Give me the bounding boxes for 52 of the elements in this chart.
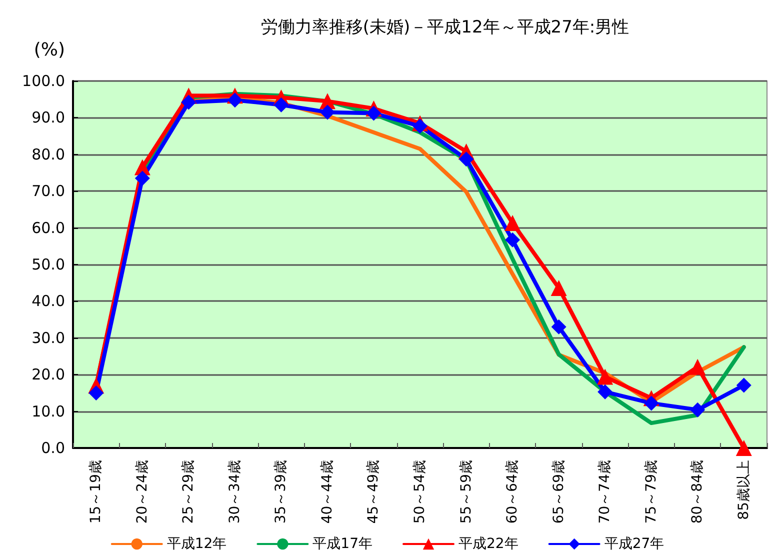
point [505,232,520,248]
x-tick-label: 55～59歳 [458,460,474,524]
x-tick-label: 35～39歳 [273,460,290,524]
point [598,384,613,400]
point [320,104,335,120]
point [644,396,659,411]
point [736,378,752,393]
point [227,92,242,108]
x-tick-label: 30～34歳 [226,460,243,524]
chart-title: 労働力率推移(未婚)－平成12年～平成27年:男性 [260,18,630,38]
x-tick-label: 80～84歳 [690,460,706,524]
x-tick-label: 75～79歳 [643,460,660,524]
point [134,170,150,186]
y-tick-label: 10.0 [32,402,65,420]
point [181,94,196,110]
y-tick-label: 60.0 [32,218,65,237]
x-tick-label: 45～49歳 [366,460,382,524]
x-tick-label: 65～69歳 [550,460,567,524]
y-tick-label: 40.0 [32,292,65,310]
x-tick-label: 40～44歳 [319,460,336,524]
x-tick-label: 20～24歳 [134,460,150,524]
x-tick-label: 50～54歳 [412,460,428,524]
legend-label: 平成27年 [604,536,664,552]
x-tick-label: 60～64歳 [504,460,521,524]
y-tick-label: 90.0 [32,108,65,127]
y-tick-label: 50.0 [32,256,65,274]
y-tick-label: 70.0 [32,182,65,200]
point [504,215,521,232]
legend-label: 平成22年 [458,536,518,552]
y-tick-label: 0.0 [41,439,65,457]
x-tick-label: 70～74歳 [597,460,614,524]
legend-label: 平成12年 [166,536,227,552]
point [366,106,382,121]
y-tick-label: 100.0 [22,72,65,90]
y-tick-label: 30.0 [32,328,65,347]
x-tick-label: 85歳以上 [736,460,752,520]
y-tick-label: 80.0 [32,145,65,164]
point [88,385,104,400]
point [736,440,752,456]
y-tick-label: 20.0 [32,366,65,384]
legend-label: 平成17年 [312,536,373,552]
x-tick-label: 15～19歳 [88,460,104,524]
point [274,97,289,112]
point [690,402,706,418]
point [458,152,474,167]
x-tick-label: 25～29歳 [180,460,197,524]
point [551,319,566,334]
point [597,368,614,385]
point [690,358,706,375]
y-axis-title: (%) [34,40,65,60]
point [550,280,567,296]
point [412,118,428,134]
